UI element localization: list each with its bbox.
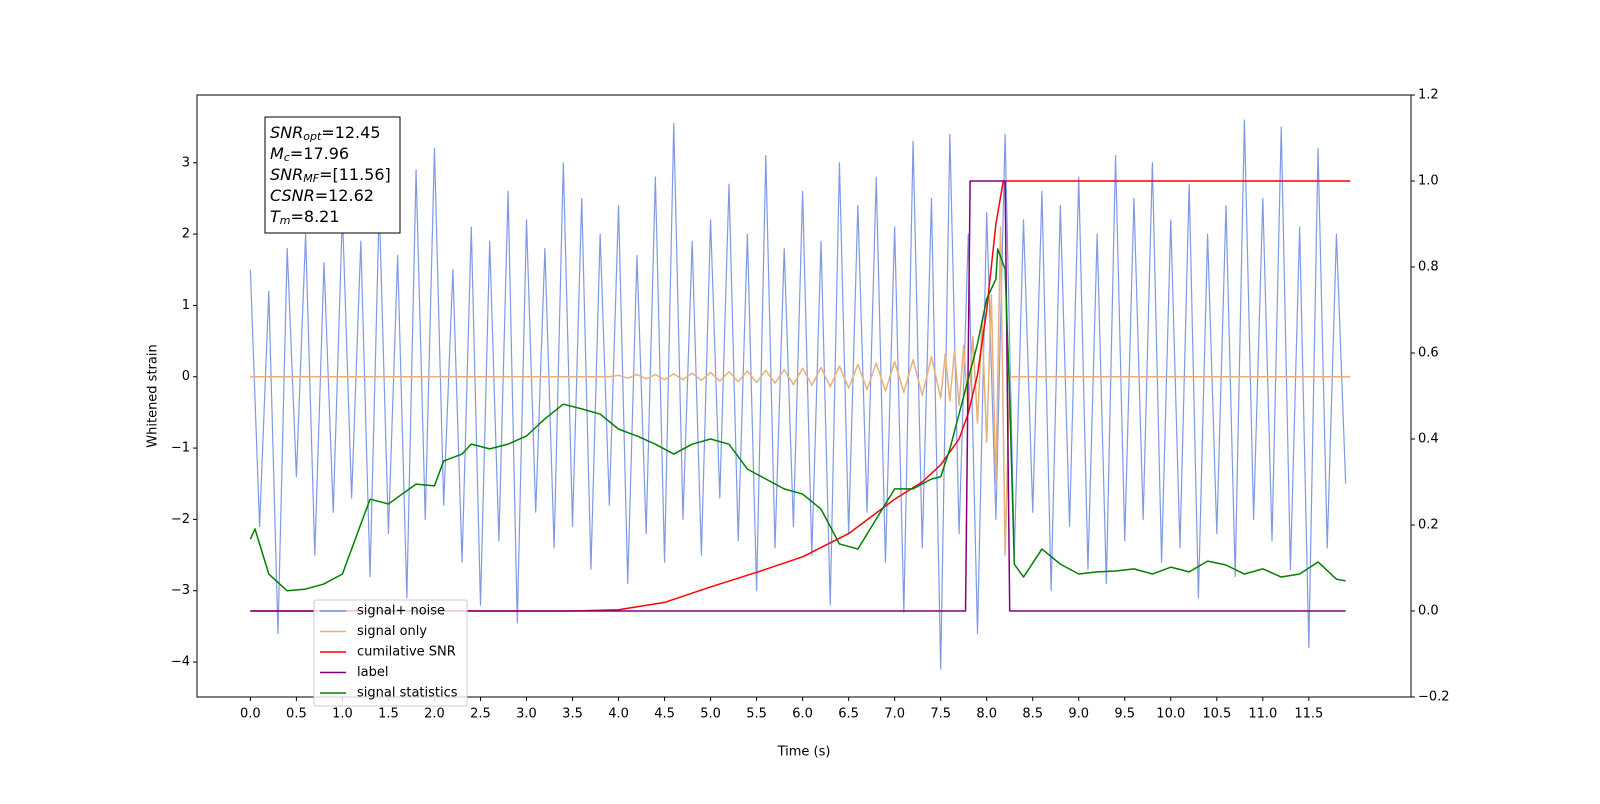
- x-tick-label: 10.0: [1156, 707, 1185, 722]
- legend-label: cumilative SNR: [357, 645, 456, 660]
- x-axis-label: Time (s): [777, 745, 831, 760]
- annotation-line: Tm=8.21: [270, 207, 340, 228]
- y-tick-label: −2: [171, 512, 190, 527]
- y2-tick-label: 0.8: [1418, 260, 1439, 275]
- annotation-subscript: c: [284, 151, 290, 164]
- x-tick-label: 9.0: [1068, 707, 1089, 722]
- y2-tick-label: 1.2: [1418, 88, 1439, 103]
- annotation-value: =12.45: [321, 123, 380, 142]
- legend-label: signal statistics: [357, 686, 458, 701]
- x-tick-label: 3.0: [516, 707, 537, 722]
- x-tick-label: 5.5: [746, 707, 767, 722]
- x-tick-label: 2.0: [424, 707, 445, 722]
- x-tick-label: 0.0: [240, 707, 261, 722]
- annotation-value: =12.62: [315, 186, 374, 205]
- annotation-symbol: SNR: [270, 123, 303, 142]
- y2-tick-label: 0.6: [1418, 346, 1439, 361]
- x-tick-label: 2.5: [470, 707, 491, 722]
- x-tick-label: 11.5: [1294, 707, 1323, 722]
- y-tick-label: 0: [182, 369, 190, 384]
- y-tick-label: 1: [182, 298, 190, 313]
- annotation-line: CSNR=12.62: [270, 186, 374, 205]
- x-tick-label: 3.5: [562, 707, 583, 722]
- annotation-line: SNRMF=[11.56]: [270, 165, 391, 186]
- annotation-symbol: SNR: [270, 165, 303, 184]
- annotation-subscript: MF: [303, 172, 319, 185]
- x-tick-label: 1.0: [332, 707, 353, 722]
- legend-label: signal only: [357, 624, 427, 639]
- annotation-line: Mc=17.96: [270, 144, 349, 165]
- y-tick-label: −1: [171, 441, 190, 456]
- series-line: [249, 119, 1347, 670]
- x-tick-label: 4.0: [608, 707, 629, 722]
- legend-label: label: [357, 665, 388, 680]
- x-tick-label: 5.0: [700, 707, 721, 722]
- plot-frame: [196, 94, 1412, 698]
- series-line: [249, 248, 1346, 592]
- x-tick-label: 1.5: [378, 707, 399, 722]
- x-tick-label: 6.5: [838, 707, 859, 722]
- x-tick-label: 6.0: [792, 707, 813, 722]
- annotation-value: =17.96: [290, 144, 349, 163]
- y-tick-label: −4: [171, 655, 190, 670]
- annotation-symbol: T: [270, 207, 281, 226]
- x-tick-label: 8.0: [976, 707, 997, 722]
- annotation-value: =[11.56]: [319, 165, 391, 184]
- x-tick-label: 10.5: [1202, 707, 1231, 722]
- annotation-subscript: opt: [303, 130, 322, 143]
- annotation-subscript: m: [280, 214, 291, 227]
- y2-tick-label: 1.0: [1418, 174, 1439, 189]
- plot-area: [249, 119, 1351, 670]
- annotation-box: [264, 116, 401, 234]
- y2-tick-label: 0.2: [1418, 518, 1439, 533]
- x-tick-label: 4.5: [654, 707, 675, 722]
- x-tick-label: 9.5: [1114, 707, 1135, 722]
- annotation-value: =8.21: [291, 207, 340, 226]
- x-tick-label: 0.5: [286, 707, 307, 722]
- y-tick-label: 3: [182, 155, 190, 170]
- y-axis-label: Whitened strain: [146, 344, 161, 447]
- x-tick-label: 7.5: [930, 707, 951, 722]
- legend-box: [313, 599, 468, 707]
- y2-tick-label: 0.0: [1418, 604, 1439, 619]
- annotation-symbol: M: [270, 144, 284, 163]
- x-tick-label: 11.0: [1248, 707, 1277, 722]
- x-tick-label: 7.0: [884, 707, 905, 722]
- series-line: [250, 180, 1346, 612]
- y-tick-label: −3: [171, 583, 190, 598]
- annotation-line: SNRopt=12.45: [270, 123, 381, 144]
- series-line: [250, 180, 1351, 612]
- y-tick-label: 2: [182, 227, 190, 242]
- x-tick-label: 8.5: [1022, 707, 1043, 722]
- y2-tick-label: 0.4: [1418, 432, 1439, 447]
- y2-tick-label: −0.2: [1418, 690, 1450, 705]
- annotation-symbol: CSNR: [270, 186, 315, 205]
- series-line: [250, 226, 1351, 556]
- legend-label: signal+ noise: [357, 604, 445, 619]
